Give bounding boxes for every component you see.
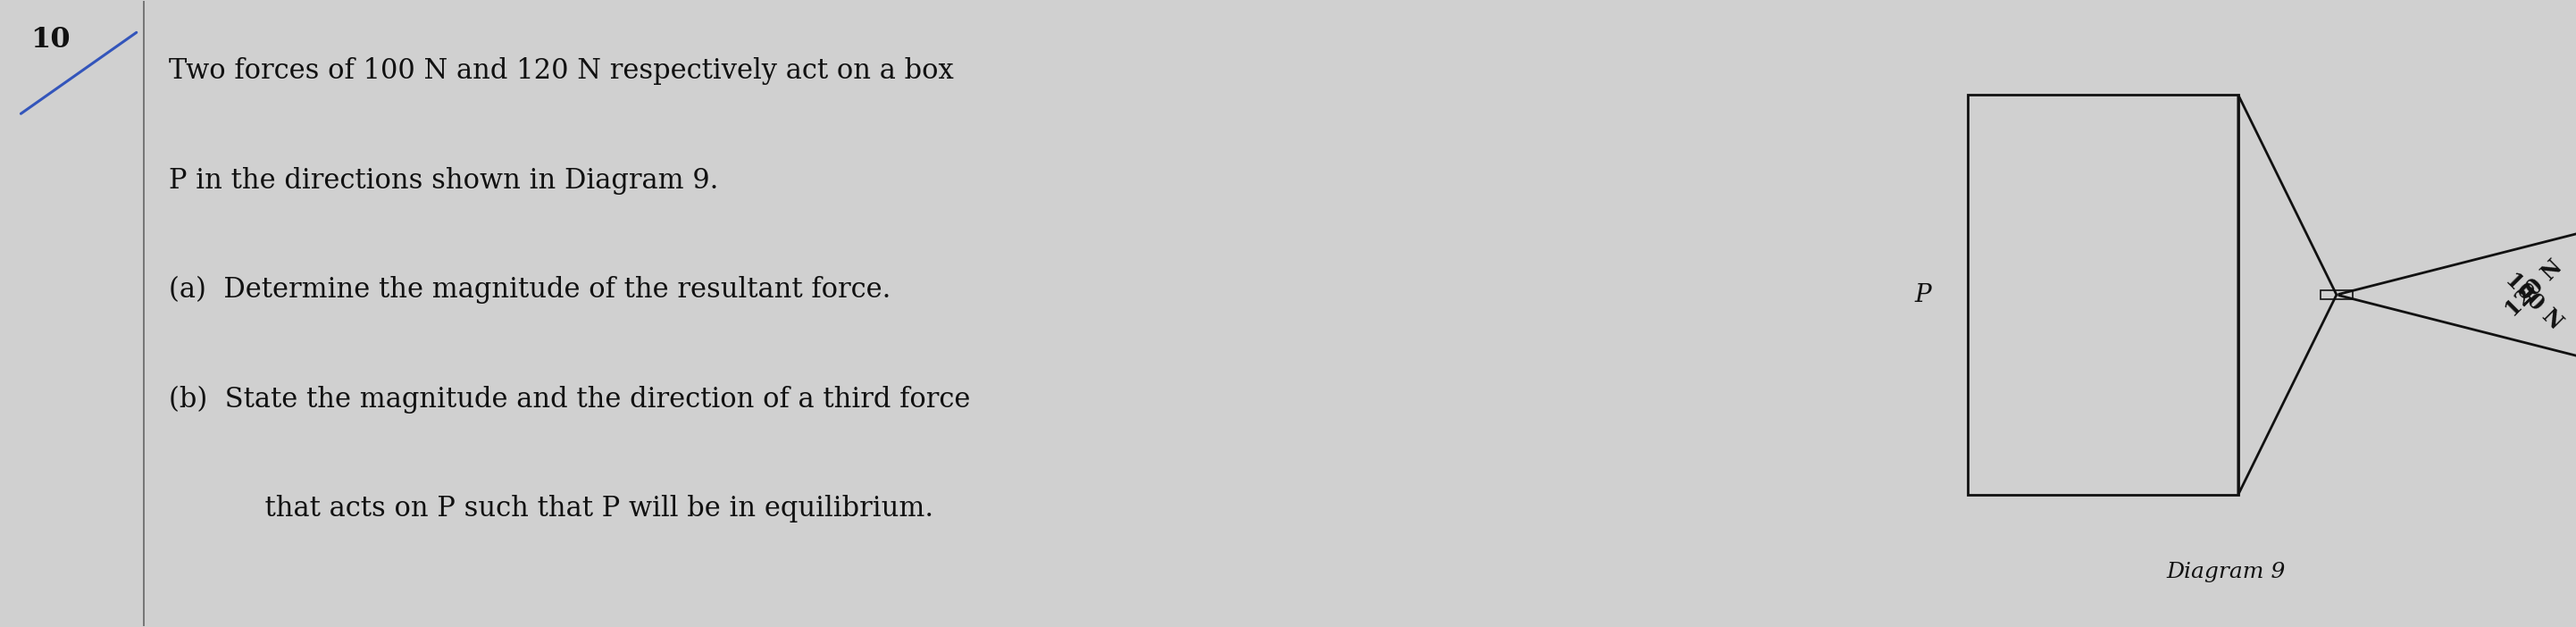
Bar <box>1968 95 2239 495</box>
Bar <box>2321 291 2352 299</box>
Text: 120 N: 120 N <box>2501 256 2568 321</box>
Text: (b)  State the magnitude and the direction of a third force: (b) State the magnitude and the directio… <box>167 386 971 413</box>
Text: Two forces of 100 N and 120 N respectively act on a box: Two forces of 100 N and 120 N respective… <box>167 58 953 85</box>
Text: (a)  Determine the magnitude of the resultant force.: (a) Determine the magnitude of the resul… <box>167 276 891 304</box>
Text: Diagram 9: Diagram 9 <box>2166 562 2285 582</box>
Text: that acts on P such that P will be in equilibrium.: that acts on P such that P will be in eq… <box>214 495 933 522</box>
Text: P in the directions shown in Diagram 9.: P in the directions shown in Diagram 9. <box>167 167 719 194</box>
Text: 10: 10 <box>31 26 70 54</box>
Text: P: P <box>1914 283 1932 307</box>
Text: 100 N: 100 N <box>2501 268 2568 334</box>
